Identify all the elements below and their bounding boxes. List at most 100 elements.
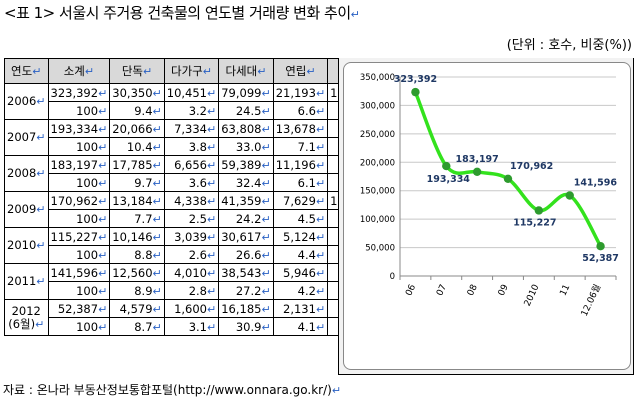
share-cell: 4.4↵ [272,245,329,264]
cell-text: 연립 [285,64,307,78]
cell-text: 30,350 [112,85,153,100]
y-tick-label: 300,000 [360,101,395,111]
paragraph-mark: ↵ [261,194,271,208]
count-cell: 4,010↵ [163,263,220,282]
paragraph-mark: ↵ [315,230,326,244]
paragraph-mark: ↵ [36,275,46,288]
cell-text: 9.7 [134,175,153,190]
cell-text: 4,338 [174,193,207,208]
count-cell: 13,678↵ [272,119,329,138]
chart-panel: 0 50,000 100,000 150,000 200,000 250,000 300,0… [338,58,634,375]
share-cell: 4.1↵ [272,317,329,336]
line-chart: 0 50,000 100,000 150,000 200,000 250,000 300,0… [360,73,619,318]
paragraph-mark: ↵ [152,266,162,280]
cell-text: 24.2 [235,211,262,226]
cell-text: 100 [76,103,99,118]
paragraph-mark: ↵ [98,320,108,334]
share-cell: 32.4↵ [218,173,274,192]
year-text: 2011 [7,274,37,288]
data-point [534,206,544,215]
paragraph-mark: ↵ [207,320,217,334]
paragraph-mark: ↵ [207,176,217,190]
paragraph-mark: ↵ [315,158,326,172]
paragraph-mark: ↵ [98,140,108,154]
cell-text: 193,334 [50,121,99,136]
cell-text: 12,560 [112,265,153,280]
cell-text: 3.2 [188,103,207,118]
paragraph-mark: ↵ [142,65,153,78]
cell-text: 38,543 [221,265,262,280]
paragraph-mark: ↵ [207,140,217,154]
paragraph-mark: ↵ [315,212,326,226]
cell-text: 32.4 [235,175,262,190]
year-cell: 2006↵ [4,83,49,120]
paragraph-mark: ↵ [261,230,271,244]
paragraph-mark: ↵ [261,266,271,280]
count-cell: 30,350↵ [109,83,165,102]
table-row-count: 2006↵ 323,392↵ 30,350↵ 10,451↵ 79,099↵ 21,193… [4,83,390,120]
paragraph-mark: ↵ [207,86,217,100]
count-cell: 41,359↵ [218,191,274,210]
cell-text: 24.5 [235,103,262,118]
cell-text: 다가구 [171,64,203,78]
cell-text: 3.6 [188,175,207,190]
count-cell: 38,543↵ [218,263,274,282]
cell-text: 16,185 [221,301,262,316]
cell-text: 5,946 [283,265,316,280]
cell-text: 21,193 [275,85,316,100]
paragraph-mark: ↵ [98,176,108,190]
y-tick-label: 50,000 [365,244,395,254]
paragraph-mark: ↵ [207,266,217,280]
share-cell: 27.2↵ [218,281,274,300]
cell-text: 141,596 [50,265,99,280]
count-cell: 3,039↵ [163,227,220,246]
year-cell: 2011↵ [4,263,49,300]
share-cell: 4.2↵ [272,281,329,300]
share-cell: 8.9↵ [109,281,165,300]
year-text: 2006 [7,94,37,108]
share-cell: 100↵ [47,317,111,336]
cell-text: 100 [76,283,99,298]
cell-text: 3.8 [188,139,207,154]
cell-text: 100 [76,175,99,190]
paragraph-mark: ↵ [315,266,326,280]
paragraph-mark: ↵ [98,104,108,118]
paragraph-mark: ↵ [152,248,162,262]
count-cell: 4,579↵ [109,299,165,318]
paragraph-mark: ↵ [207,302,217,316]
count-cell: 16,185↵ [218,299,274,318]
y-tick-label: 150,000 [360,187,395,197]
share-cell: 3.2↵ [163,101,220,120]
series-line [413,91,603,248]
cell-text: 4.1 [297,319,316,334]
count-cell: 5,124↵ [272,227,329,246]
column-header: 연도↵ [4,58,49,84]
year-cell: 2009↵ [4,191,49,228]
x-tick-label: 12.06월 [578,282,603,318]
count-cell: 11,196↵ [272,155,329,174]
x-tick-label: 06 [404,283,418,298]
paragraph-mark: ↵ [315,320,326,334]
paragraph-mark: ↵ [152,104,162,118]
paragraph-mark: ↵ [152,176,162,190]
cell-text: 7.1 [297,139,316,154]
count-cell: 323,392↵ [47,83,111,102]
count-cell: 7,334↵ [163,119,220,138]
cell-text: 소계 [63,64,85,78]
y-tick-label: 250,000 [360,130,395,140]
year-cell: 2008↵ [4,155,49,192]
data-label: 193,334 [427,174,471,185]
count-cell: 21,193↵ [272,83,329,102]
paragraph-mark: ↵ [202,65,212,78]
share-cell: 8.7↵ [109,317,165,336]
count-cell: 63,808↵ [218,119,274,138]
cell-text: 13,678 [275,121,316,136]
column-header: 단독↵ [109,58,165,84]
share-cell: 30.9↵ [218,317,274,336]
paragraph-mark: ↵ [152,284,162,298]
cell-text: 100 [76,319,99,334]
cell-text: 170,962 [50,193,99,208]
cell-text: 연도 [11,64,33,78]
paragraph-mark: ↵ [152,140,162,154]
cell-text: 11,196 [275,157,316,172]
